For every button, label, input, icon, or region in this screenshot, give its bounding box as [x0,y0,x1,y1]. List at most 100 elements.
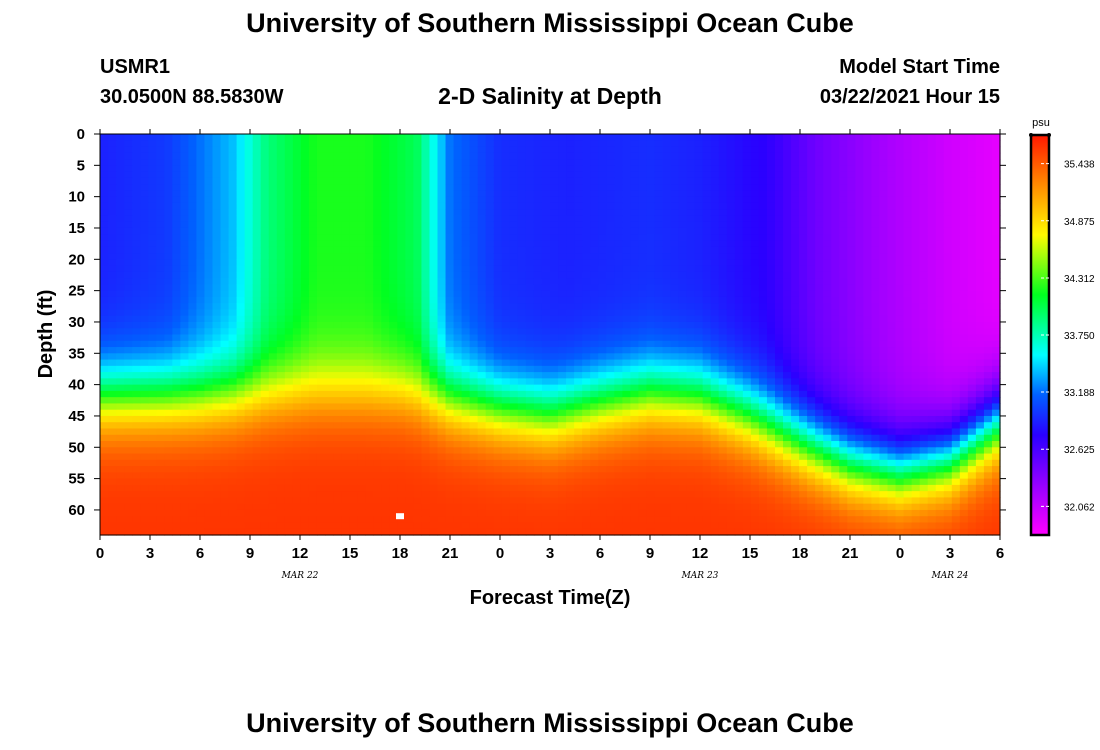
heatmap-cell [493,491,503,499]
heatmap-cell [558,484,567,492]
heatmap-cell [429,259,439,267]
heatmap-cell [252,190,262,198]
heatmap-cell [453,428,463,436]
heatmap-cell [172,265,181,273]
heatmap-cell [405,497,414,505]
heatmap-cell [558,328,567,336]
heatmap-cell [252,441,262,448]
heatmap-cell [316,328,326,336]
heatmap-cell [646,384,656,392]
heatmap-cell [517,140,527,148]
heatmap-cell [485,384,495,392]
heatmap-cell [590,409,599,417]
heatmap-cell [244,165,254,173]
heatmap-cell [405,397,414,405]
heatmap-cell [373,159,382,166]
heatmap-cell [172,165,181,173]
heatmap-cell [188,202,198,210]
heatmap-cell [276,509,286,517]
heatmap-cell [373,321,382,329]
heatmap-cell [188,516,198,524]
heatmap-cell [276,184,286,191]
heatmap-cell [204,447,214,455]
heatmap-cell [590,340,599,348]
heatmap-cell [108,240,117,248]
heatmap-cell [140,528,149,536]
heatmap-cell [469,409,479,417]
heatmap-cell [413,334,423,342]
heatmap-cell [308,472,318,480]
heatmap-cell [598,528,607,536]
heatmap-cell [308,215,318,223]
heatmap-cell [164,321,173,329]
heatmap-cell [389,190,398,198]
heatmap-cell [292,134,302,141]
heatmap-cell [365,271,374,279]
heatmap-cell [300,227,310,235]
heatmap-cell [493,497,503,505]
heatmap-cell [646,353,656,361]
heatmap-cell [405,428,414,436]
heatmap-cell [517,347,527,354]
heatmap-cell [316,184,326,191]
heatmap-cell [196,321,206,329]
heatmap-cell [445,409,455,417]
heatmap-cell [670,290,680,298]
heatmap-cell [437,278,447,285]
heatmap-cell [108,509,117,517]
heatmap-cell [606,378,615,386]
heatmap-cell [180,328,189,336]
heatmap-cell [204,484,214,492]
heatmap-cell [188,472,198,480]
heatmap-cell [437,415,447,423]
heatmap-cell [493,453,503,461]
heatmap-cell [236,478,246,486]
heatmap-cell [662,428,672,436]
heatmap-cell [670,171,680,179]
heatmap-cell [485,328,495,336]
heatmap-cell [614,478,623,486]
heatmap-cell [670,265,680,273]
heatmap-cell [646,447,656,455]
heatmap-cell [308,290,318,298]
heatmap-cell [204,528,214,536]
heatmap-cell [718,240,728,248]
heatmap-cell [132,340,141,348]
heatmap-cell [574,171,583,179]
heatmap-cell [525,372,535,379]
heatmap-cell [405,384,414,392]
heatmap-cell [566,522,575,530]
heatmap-cell [517,152,527,160]
heatmap-cell [582,177,591,185]
heatmap-cell [541,171,551,179]
heatmap-cell [670,384,680,392]
heatmap-cell [220,184,230,191]
heatmap-cell [228,134,238,141]
heatmap-cell [566,227,575,235]
heatmap-cell [156,428,165,436]
heatmap-cell [662,503,672,511]
heatmap-cell [678,347,688,354]
heatmap-cell [124,478,133,486]
heatmap-cell [124,397,133,405]
heatmap-cell [525,140,535,148]
heatmap-cell [156,152,165,160]
heatmap-cell [381,202,390,210]
heatmap-cell [244,522,254,530]
heatmap-cell [284,321,294,329]
heatmap-cell [333,378,342,386]
heatmap-cell [686,227,696,235]
heatmap-cell [196,152,206,160]
heatmap-cell [140,472,149,480]
heatmap-cell [140,278,149,285]
heatmap-cell [718,447,728,455]
heatmap-cell [325,378,334,386]
heatmap-cell [413,221,423,229]
heatmap-cell [469,303,479,311]
heatmap-cell [469,516,479,524]
heatmap-cell [196,478,206,486]
heatmap-cell [220,265,230,273]
heatmap-cell [558,140,567,148]
heatmap-cell [212,171,222,179]
heatmap-cell [164,190,173,198]
